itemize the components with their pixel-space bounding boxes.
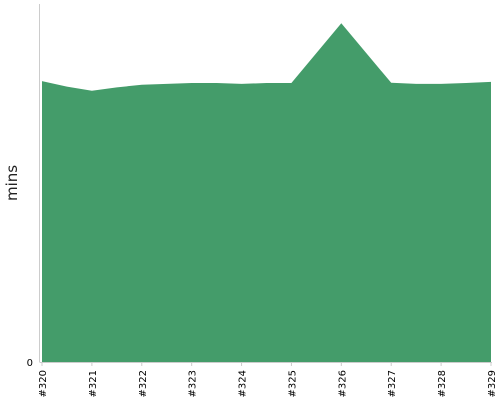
x-tick-label: #323	[188, 370, 199, 397]
x-tick-label: #322	[138, 370, 149, 397]
y-tick-label: 0	[27, 358, 33, 369]
x-tick-label: #327	[387, 370, 398, 397]
x-tick-label: #326	[337, 370, 348, 397]
x-tick-labels: #320 #321 #322 #323 #324 #325 #326 #327 #328 #329	[38, 362, 498, 397]
x-tick-label: #328	[437, 370, 448, 397]
area-series	[42, 23, 491, 363]
x-tick-label: #320	[38, 370, 49, 397]
y-axis-title: mins	[3, 165, 21, 201]
x-tick-label: #325	[287, 370, 298, 397]
x-tick-label: #324	[238, 370, 249, 397]
x-tick-label: #329	[487, 370, 498, 397]
x-tick-label: #321	[88, 370, 99, 397]
y-tick-labels: 0	[27, 358, 33, 369]
